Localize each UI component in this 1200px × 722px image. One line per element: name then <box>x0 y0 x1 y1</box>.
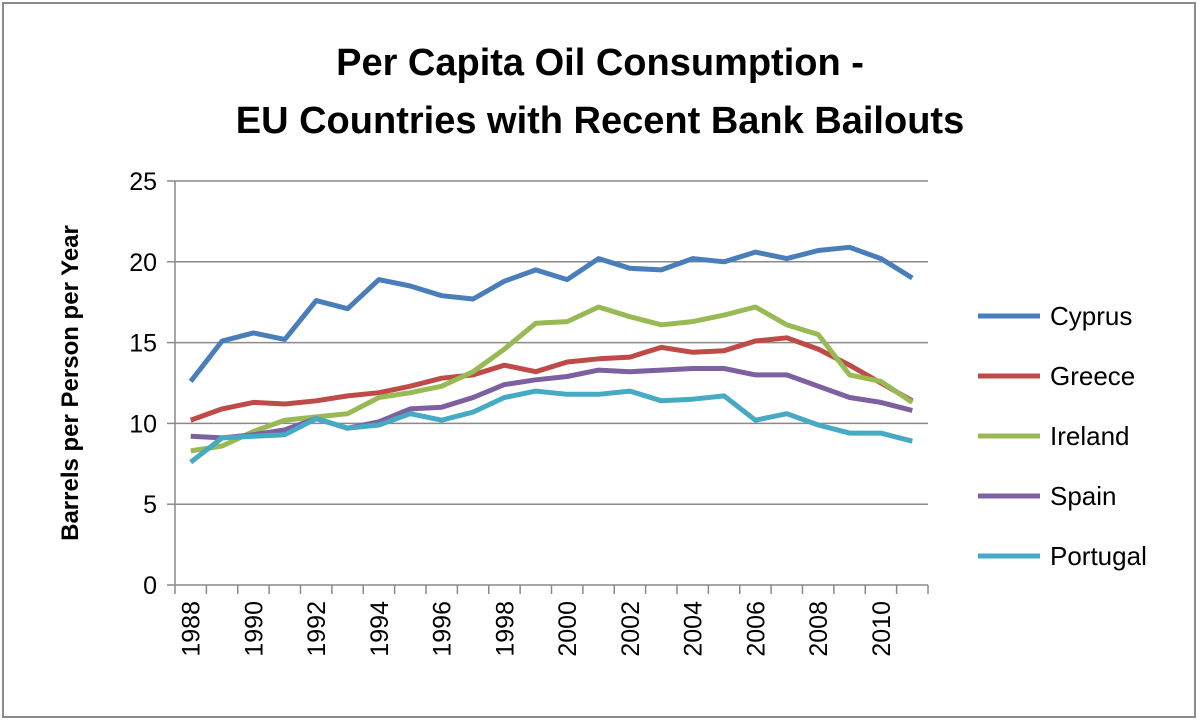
x-tick-label: 2004 <box>680 601 708 657</box>
legend-item-ireland: Ireland <box>978 421 1130 451</box>
legend-item-spain: Spain <box>978 481 1117 511</box>
legend-label: Cyprus <box>1050 301 1132 331</box>
x-tick-label: 2006 <box>742 601 770 657</box>
x-tick-label: 2002 <box>617 601 645 657</box>
y-tick-label: 20 <box>129 249 157 277</box>
x-tick-label: 1996 <box>429 601 457 657</box>
legend: Cyprus Greece Ireland Spain Portugal <box>978 301 1147 571</box>
series-lines <box>188 244 914 465</box>
y-tick-label: 25 <box>129 168 157 196</box>
x-tick-label: 2010 <box>868 601 896 657</box>
y-tick-label: 15 <box>129 330 157 358</box>
series-line-greece <box>189 335 914 423</box>
y-tick-label: 10 <box>129 410 157 438</box>
y-tick-labels: 0 5 10 15 20 25 <box>129 168 157 600</box>
legend-item-cyprus: Cyprus <box>978 301 1132 331</box>
series-line-ireland <box>190 304 914 454</box>
series-line-portugal <box>189 388 913 465</box>
x-tick-label: 1992 <box>303 601 331 657</box>
legend-item-greece: Greece <box>978 361 1135 391</box>
x-tick-label: 1998 <box>491 601 519 657</box>
x-tick-label: 2008 <box>805 601 833 657</box>
legend-label: Spain <box>1050 481 1117 511</box>
y-tick-label: 0 <box>143 572 157 600</box>
x-tick-label: 2000 <box>554 601 582 657</box>
y-axis-label: Barrels per Person per Year <box>57 225 84 541</box>
x-tick-label: 1994 <box>366 601 394 657</box>
legend-label: Portugal <box>1050 541 1147 571</box>
series-line-cyprus <box>188 244 914 383</box>
axes <box>174 181 929 594</box>
chart-title-line-1: Per Capita Oil Consumption - <box>336 42 864 84</box>
x-tick-labels: 1988 1990 1992 1994 1996 1998 2000 2002 2004 2006… <box>178 601 896 657</box>
legend-item-portugal: Portugal <box>978 541 1147 571</box>
legend-label: Greece <box>1050 361 1135 391</box>
chart-title-line-2: EU Countries with Recent Bank Bailouts <box>236 100 964 142</box>
legend-label: Ireland <box>1050 421 1130 451</box>
y-tick-label: 5 <box>143 491 157 519</box>
x-tick-label: 1988 <box>178 601 206 657</box>
x-tick-label: 1990 <box>240 601 268 657</box>
